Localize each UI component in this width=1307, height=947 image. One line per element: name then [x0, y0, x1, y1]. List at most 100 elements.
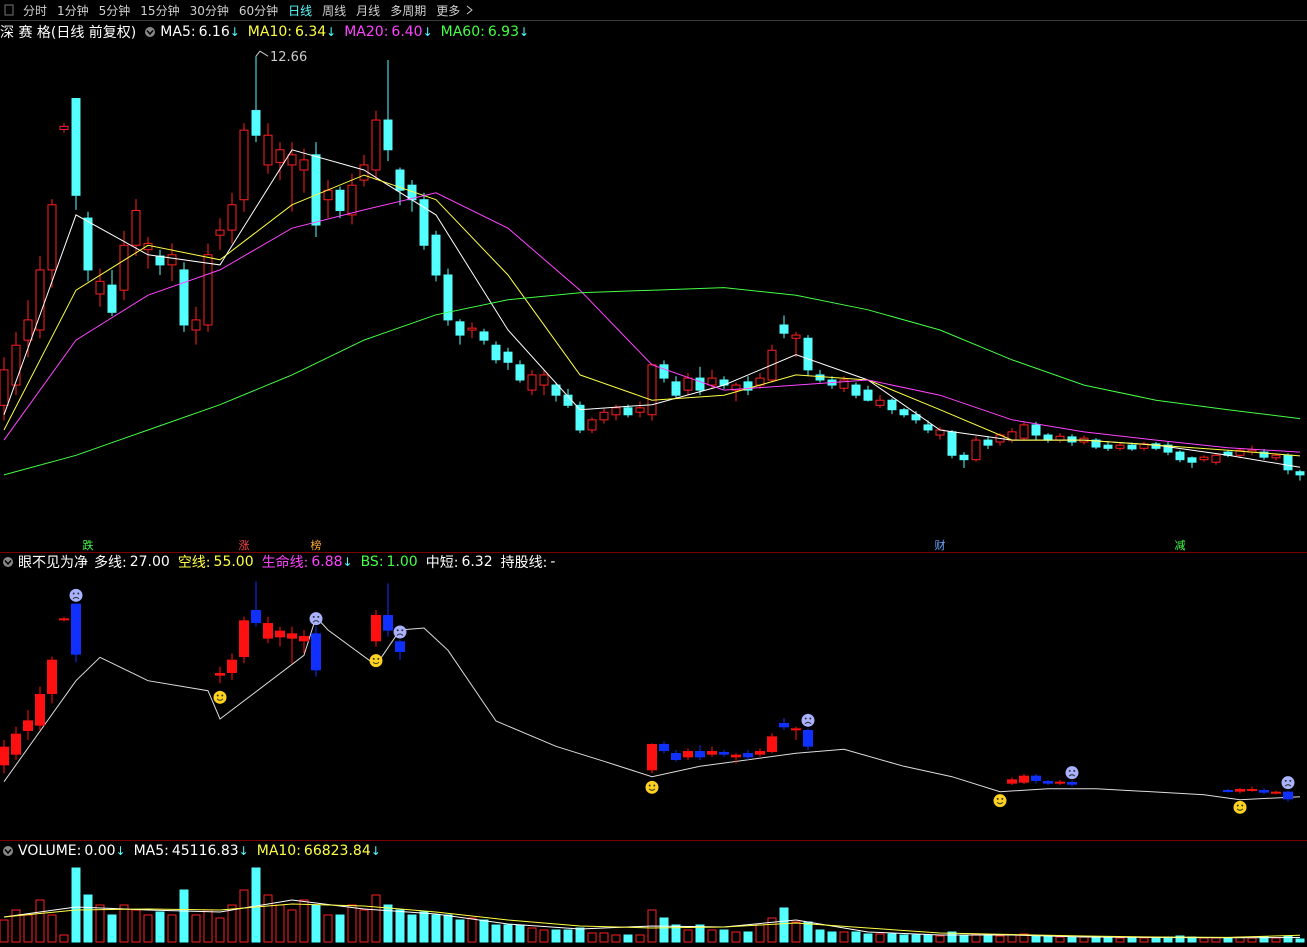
volume-bar: [407, 914, 417, 943]
candle-body: [683, 377, 693, 391]
candle-body: [983, 439, 993, 446]
candle-body: [1031, 424, 1041, 436]
candle-body: [875, 399, 885, 406]
period-tab[interactable]: 30分钟: [189, 3, 229, 18]
buy-smiley: [993, 794, 1007, 808]
legend-value: 55.00: [213, 554, 254, 570]
legend-label: MA60:: [440, 24, 485, 40]
indicator-body: [707, 751, 717, 755]
candle-body: [239, 129, 249, 201]
candle-body: [83, 217, 93, 271]
volume-bar: [119, 904, 129, 943]
candle-body: [251, 110, 261, 136]
period-tab[interactable]: 周线: [322, 3, 347, 18]
candle-body: [851, 384, 861, 396]
buy-smiley: [1233, 800, 1247, 814]
candle-body: [287, 154, 297, 166]
candle-body: [179, 269, 189, 326]
indicator-body: [719, 752, 729, 755]
volume-bar: [671, 924, 681, 943]
candle-body: [35, 269, 45, 331]
period-tab[interactable]: 分时: [23, 3, 48, 18]
face: [369, 654, 383, 668]
volume-bar: [143, 914, 153, 943]
legend-value: 0.00: [84, 843, 116, 859]
eye: [317, 615, 320, 618]
period-tab[interactable]: 日线: [288, 3, 313, 18]
indicator-body: [659, 744, 669, 751]
face: [309, 612, 323, 626]
period-tab[interactable]: 月线: [356, 3, 381, 18]
eye: [1073, 769, 1076, 772]
ma-line: [3, 192, 1301, 453]
candle-body: [1199, 456, 1209, 461]
period-tab[interactable]: 60分钟: [238, 3, 279, 18]
legend-value: 6.32: [461, 554, 493, 570]
face: [393, 625, 407, 639]
candle-body: [1091, 439, 1101, 448]
volume-bar: [659, 917, 669, 943]
volume-bar: [35, 899, 45, 943]
volume-bar: [779, 907, 789, 943]
main-legend: 深 赛 格(日线 前复权) MA5: 6.16 ↓ MA10: 6.34 ↓ MA20: 6.4…: [0, 23, 537, 41]
volume-bar: [983, 934, 993, 943]
volume-bar: [695, 924, 705, 943]
candle-body: [191, 319, 201, 331]
volume-bar: [767, 917, 777, 943]
eye: [1001, 797, 1004, 800]
volume-bar: [467, 917, 477, 943]
volume-bar: [1271, 937, 1281, 943]
legend-label: BS:: [360, 554, 384, 570]
candle-body: [659, 364, 669, 379]
candle-body: [263, 134, 273, 166]
more-chevron: [466, 5, 474, 15]
face: [213, 690, 227, 704]
indicator-body: [227, 659, 237, 673]
volume-bar: [899, 934, 909, 943]
period-tab[interactable]: 15分钟: [140, 3, 180, 18]
candle-body: [863, 389, 873, 401]
candle-body: [131, 209, 141, 246]
indicator-body: [1067, 782, 1077, 785]
panel-menu-icon[interactable]: [2, 845, 14, 857]
indicator-body: [1223, 790, 1233, 792]
legend-value: 1.00: [386, 554, 418, 570]
volume-bar: [239, 889, 249, 943]
period-tab[interactable]: 更多: [436, 3, 461, 18]
indicator-body: [1043, 781, 1053, 784]
indicator-body: [647, 744, 657, 771]
volume-bar: [443, 914, 453, 943]
period-tab[interactable]: 多周期: [390, 3, 427, 18]
volume-bar: [947, 931, 957, 943]
legend-arrow: ↓: [326, 25, 337, 39]
volume-bar: [251, 867, 261, 943]
legend-arrow: ↓: [229, 25, 240, 39]
indicator-body: [395, 641, 405, 652]
eye: [1068, 769, 1071, 772]
panel-menu-icon[interactable]: [2, 556, 14, 568]
candle-body: [491, 344, 501, 361]
volume-ma-line: [3, 903, 1301, 938]
legend-arrow: ↓: [115, 844, 126, 858]
period-tab[interactable]: 5分钟: [98, 3, 131, 18]
period-tab[interactable]: 1分钟: [57, 3, 89, 18]
volume-bar: [935, 935, 945, 943]
volume-bar: [311, 904, 321, 943]
candle-body: [899, 409, 909, 416]
eye: [216, 694, 219, 697]
candle-body: [971, 439, 981, 461]
volume-bar: [1247, 937, 1257, 943]
candle-body: [0, 369, 9, 406]
candle-body: [1019, 424, 1029, 439]
candle-body: [419, 199, 429, 246]
volume-bar: [11, 909, 21, 943]
panel-menu-icon[interactable]: [144, 26, 156, 38]
volume-bar: [1091, 936, 1101, 943]
legend-label: 持股线:: [500, 555, 548, 571]
candle-body: [383, 119, 393, 151]
candle-body: [731, 384, 741, 391]
indicator-body: [803, 730, 813, 747]
volume-bar: [1199, 937, 1209, 943]
volume-bar: [71, 867, 81, 943]
